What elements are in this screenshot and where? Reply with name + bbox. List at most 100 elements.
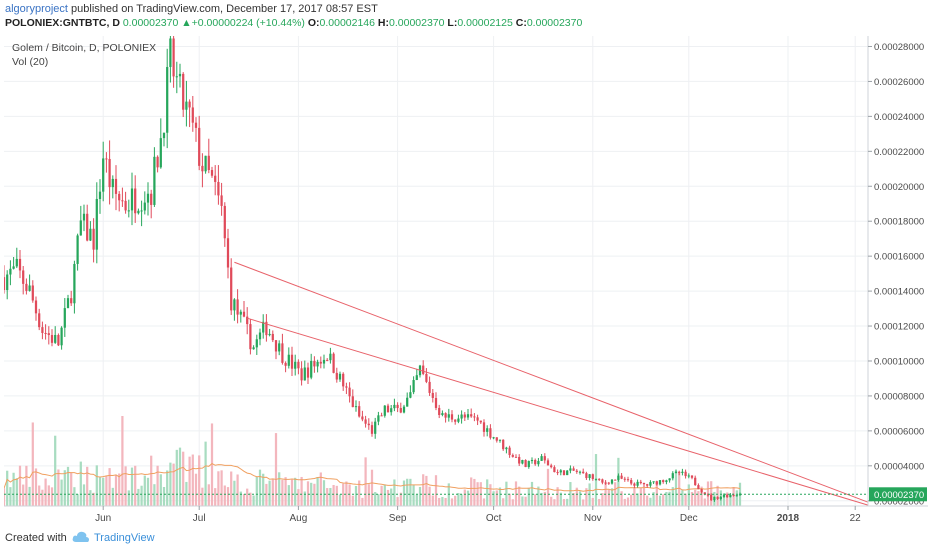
candle-body xyxy=(694,477,697,486)
candle-body xyxy=(223,205,226,239)
volume-bar xyxy=(76,494,79,506)
tradingview-cloud-icon[interactable] xyxy=(72,530,90,544)
chart-title: Golem / Bitcoin, D, POLONIEX xyxy=(12,42,157,54)
candle-body xyxy=(284,362,287,366)
volume-bar xyxy=(66,466,70,506)
volume-bar xyxy=(492,491,495,506)
tradingview-brand-link[interactable]: TradingView xyxy=(94,532,155,544)
author-link[interactable]: algoryproject xyxy=(5,3,68,15)
volume-bar xyxy=(470,477,473,506)
price-tick-label: 0.00002000 xyxy=(874,496,924,507)
volume-bar xyxy=(457,493,460,506)
volume-bar xyxy=(572,492,575,506)
candle-body xyxy=(412,380,415,393)
volume-bar xyxy=(130,467,134,506)
volume-bar xyxy=(390,488,393,506)
candle-body xyxy=(441,413,444,415)
candle-body xyxy=(89,228,92,241)
candle-body xyxy=(300,368,303,381)
volume-bar xyxy=(351,495,354,506)
volume-bar xyxy=(191,454,194,506)
candle-body xyxy=(665,480,668,483)
candle-body xyxy=(425,373,428,382)
candle-body xyxy=(511,455,514,457)
price-tick-label: 0.00028000 xyxy=(874,42,924,53)
volume-bar xyxy=(578,491,582,506)
price-tick-label: 0.00004000 xyxy=(874,461,924,472)
candle-body xyxy=(463,414,466,418)
candle-body xyxy=(374,421,377,434)
volume-bar xyxy=(367,484,370,506)
candle-body xyxy=(508,447,511,456)
price-tick-label: 0.00014000 xyxy=(874,287,924,298)
candle-body xyxy=(86,213,89,241)
volume-bar xyxy=(521,496,524,506)
candle-body xyxy=(697,485,700,490)
candle-body xyxy=(556,472,559,474)
up-arrow-icon: ▲ xyxy=(181,17,192,29)
candle-body xyxy=(175,76,178,78)
candle-body xyxy=(649,482,652,486)
symbol-label[interactable]: POLONIEX:GNTBTC, D xyxy=(5,17,120,29)
volume-bar xyxy=(102,477,105,506)
candle-body xyxy=(159,138,162,168)
volume-bar xyxy=(694,489,697,506)
publish-info: algoryproject published on TradingView.c… xyxy=(5,3,378,15)
candle-body xyxy=(249,324,252,350)
volume-bar xyxy=(239,491,242,506)
volume-bar xyxy=(182,451,185,506)
volume-bar xyxy=(425,475,428,506)
candle-body xyxy=(726,494,729,498)
volume-bar xyxy=(671,487,674,506)
candle-body xyxy=(76,235,79,264)
candle-body xyxy=(639,481,642,484)
volume-bar xyxy=(505,481,508,506)
candle-body xyxy=(393,404,396,409)
candle-body xyxy=(594,478,598,480)
volume-bar xyxy=(623,498,626,506)
volume-bar xyxy=(687,484,690,506)
candle-body xyxy=(98,191,102,199)
candle-body xyxy=(383,405,386,416)
candle-body xyxy=(703,492,706,495)
volume-bar xyxy=(319,472,322,506)
candle-body xyxy=(732,494,735,496)
volume-bar xyxy=(89,490,92,506)
volume-bar xyxy=(348,484,351,506)
volume-bar xyxy=(354,485,358,506)
candle-body xyxy=(358,406,361,417)
volume-bar xyxy=(463,489,466,506)
time-tick-label: Oct xyxy=(486,513,502,524)
volume-bar xyxy=(642,486,646,506)
volume-bar xyxy=(358,480,361,506)
volume-bar xyxy=(636,493,639,506)
candle-body xyxy=(226,238,230,268)
volume-bar xyxy=(441,496,444,506)
volume-bar xyxy=(495,490,498,506)
volume-bar xyxy=(678,471,681,506)
candle-body xyxy=(620,475,623,479)
volume-bar xyxy=(550,496,553,506)
volume-bar xyxy=(22,484,25,506)
candle-body xyxy=(153,156,156,205)
candle-body xyxy=(642,483,646,485)
candle-body xyxy=(310,360,313,378)
candle-body xyxy=(230,267,233,311)
volume-bar xyxy=(614,482,617,506)
volume-bar xyxy=(246,488,249,506)
volume-bar xyxy=(38,485,41,506)
volume-bar xyxy=(287,485,290,506)
volume-bar xyxy=(303,491,306,506)
candle-body xyxy=(668,478,671,481)
price-chart[interactable]: 0.00002000 0.00004000 0.00006000 0.00008000… xyxy=(4,36,928,526)
volume-bar xyxy=(265,483,268,506)
volume-bar xyxy=(95,465,98,506)
volume-bar xyxy=(540,492,543,506)
candle-body xyxy=(9,268,12,275)
candle-body xyxy=(719,496,722,500)
volume-bar xyxy=(31,422,34,506)
volume-bar xyxy=(134,465,137,506)
candle-body xyxy=(335,372,338,380)
volume-bar xyxy=(274,433,278,506)
candle-body xyxy=(4,277,6,291)
